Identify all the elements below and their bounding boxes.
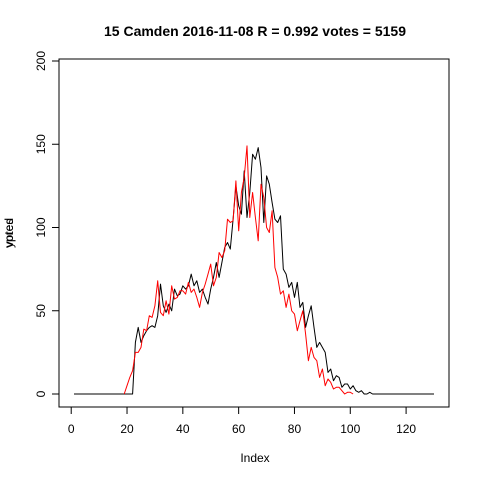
x-tick-label: 20 (120, 422, 134, 436)
y-axis: 0 50 100 150 200 (34, 51, 60, 397)
x-tick-label: 0 (68, 422, 75, 436)
y-tick-label: 200 (34, 51, 48, 71)
series-layer (74, 145, 434, 395)
chart-title: 15 Camden 2016-11-08 R = 0.992 votes = 5… (104, 23, 406, 39)
x-tick-label: 100 (340, 422, 360, 436)
y-tick-label: 150 (34, 134, 48, 154)
y-tick-label: 50 (34, 304, 48, 318)
x-tick-label: 120 (396, 422, 416, 436)
plot-frame (58, 58, 450, 408)
y-tick-label: 0 (34, 390, 48, 397)
series-line-red (123, 145, 354, 395)
y-axis-title-overlay: votes (2, 219, 16, 248)
x-tick-label: 80 (288, 422, 302, 436)
y-tick-label: 100 (34, 217, 48, 237)
series-line-black (74, 147, 434, 395)
x-tick-label: 40 (176, 422, 190, 436)
x-tick-label: 60 (232, 422, 246, 436)
x-axis-title: Index (240, 451, 269, 465)
x-axis: 0 20 40 60 80 100 120 (68, 406, 416, 436)
y-axis-title: ypred (2, 218, 16, 248)
